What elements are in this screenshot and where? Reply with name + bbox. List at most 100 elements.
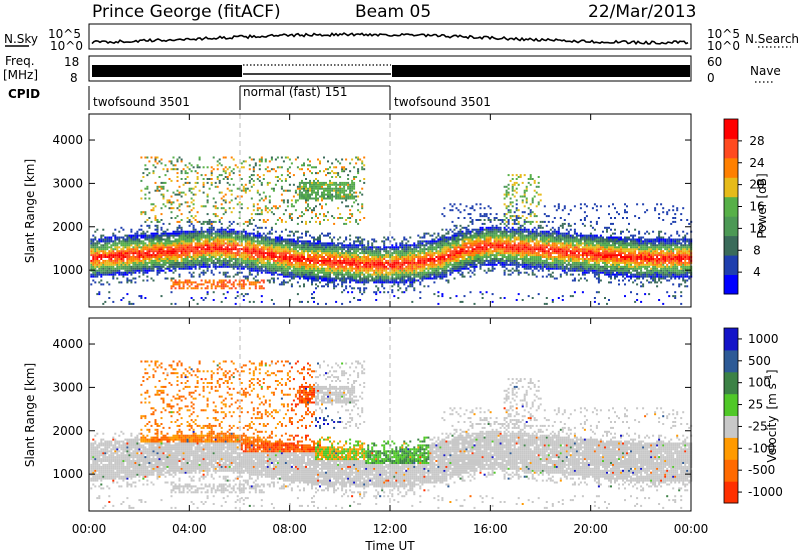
power-cell — [108, 258, 111, 260]
power-cell — [242, 279, 245, 282]
power-cell — [345, 197, 348, 200]
power-cell — [252, 242, 255, 245]
power-cell — [146, 168, 149, 171]
power-cell — [357, 265, 360, 268]
power-cell — [351, 187, 354, 190]
power-cell — [266, 219, 269, 221]
power-cell — [216, 246, 219, 249]
power-cell — [266, 258, 269, 260]
power-cell — [383, 240, 386, 243]
power-cell — [244, 246, 247, 249]
power-cell — [321, 250, 323, 253]
power-cell — [309, 187, 311, 190]
power-cell — [218, 219, 221, 221]
power-cell — [188, 162, 191, 165]
power-cell — [292, 265, 295, 268]
power-cell — [176, 238, 179, 241]
power-cell — [202, 258, 205, 260]
power-cell — [224, 228, 227, 231]
power-cell — [142, 240, 145, 243]
power-cell — [413, 279, 416, 282]
power-cell — [130, 267, 133, 270]
power-cell — [234, 242, 237, 245]
power-cell — [321, 242, 323, 245]
power-cell — [212, 273, 215, 276]
power-cell — [126, 256, 129, 258]
power-cell — [296, 222, 299, 225]
power-cell — [329, 265, 331, 268]
power-cell — [393, 283, 396, 286]
power-cell — [184, 279, 187, 282]
power-cell — [210, 254, 213, 257]
power-cell — [194, 193, 197, 196]
power-cell — [361, 256, 364, 258]
power-cell — [315, 256, 317, 258]
power-cell — [104, 246, 107, 249]
power-cell — [256, 230, 259, 233]
power-cell — [220, 174, 223, 177]
power-cell — [385, 281, 388, 284]
power-cell — [455, 250, 458, 253]
power-cell — [100, 236, 103, 239]
power-cell — [361, 193, 364, 196]
power-cell — [208, 238, 211, 241]
power-cell — [116, 238, 119, 241]
power-cell — [180, 244, 183, 247]
power-cell — [288, 213, 291, 216]
power-cell — [294, 240, 297, 243]
power-cell — [309, 179, 311, 182]
power-cell — [258, 234, 261, 237]
power-cell — [132, 258, 135, 260]
power-cell — [327, 261, 329, 264]
power-cell — [152, 242, 155, 245]
power-cell — [100, 263, 103, 266]
power-cell — [375, 250, 378, 253]
power-cell — [120, 250, 123, 253]
power-cell — [214, 248, 217, 251]
power-cell — [182, 258, 185, 260]
power-cell — [264, 256, 267, 258]
power-cell — [351, 258, 354, 260]
power-cell — [395, 258, 398, 260]
power-cell — [301, 244, 303, 247]
power-cell — [296, 263, 299, 266]
power-cell — [423, 277, 426, 280]
power-cell — [122, 248, 125, 251]
power-cell — [244, 293, 247, 296]
power-cell — [451, 258, 454, 260]
power-cell — [184, 236, 187, 239]
power-cell — [140, 254, 143, 257]
power-cell — [152, 252, 155, 255]
power-cell — [323, 263, 325, 266]
power-cell — [150, 263, 153, 266]
power-cell — [453, 265, 456, 268]
power-cell — [216, 238, 219, 241]
power-cell — [317, 183, 319, 186]
power-cell — [292, 254, 295, 257]
power-cell — [162, 168, 165, 171]
power-cell — [393, 271, 396, 274]
power-cell — [349, 217, 352, 219]
power-cell — [353, 273, 356, 276]
power-cell — [190, 240, 193, 243]
power-cell — [254, 248, 257, 251]
power-cell — [453, 248, 456, 251]
power-cell — [292, 250, 295, 253]
power-cell — [284, 254, 287, 257]
power-cell — [395, 248, 398, 251]
power-cell — [268, 252, 271, 255]
power-cell — [226, 181, 229, 184]
power-cell — [236, 252, 239, 255]
power-cell — [375, 275, 378, 278]
power-cell — [218, 258, 221, 260]
power-cell — [449, 238, 452, 241]
power-cell — [262, 256, 265, 258]
power-cell — [144, 220, 147, 223]
power-cell — [307, 271, 309, 274]
power-cell — [327, 269, 329, 272]
power-cell — [319, 267, 321, 270]
power-cell — [144, 297, 147, 299]
power-cell — [184, 248, 187, 251]
power-cell — [102, 302, 105, 305]
power-cell — [260, 254, 263, 257]
